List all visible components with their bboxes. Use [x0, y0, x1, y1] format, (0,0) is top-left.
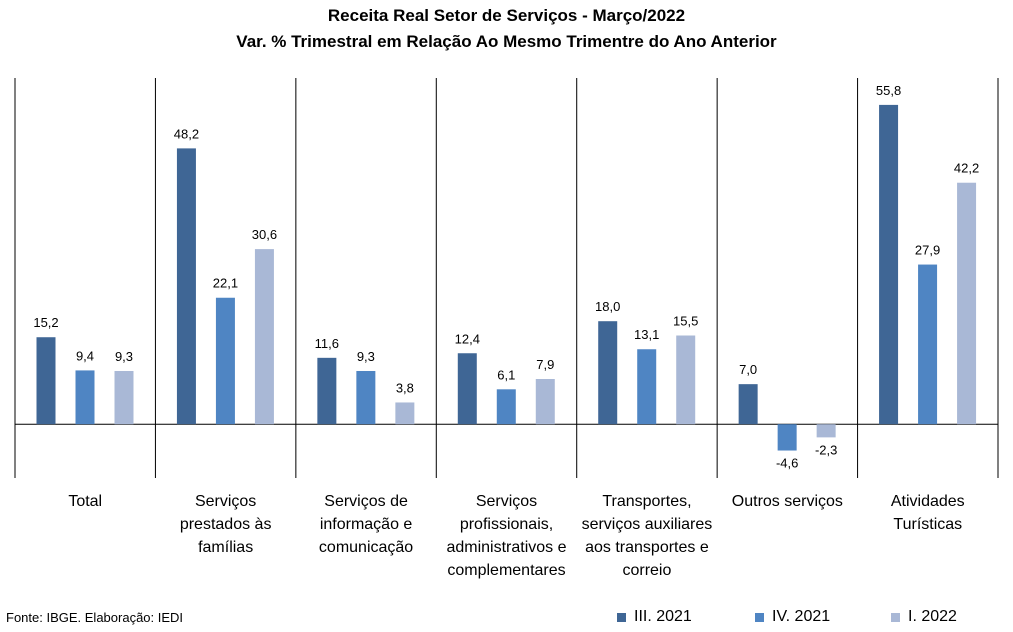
bar	[317, 357, 337, 425]
data-label: -4,6	[776, 456, 798, 471]
data-label: 6,1	[497, 367, 515, 382]
data-label: 12,4	[455, 331, 480, 346]
bar	[176, 148, 196, 425]
legend-swatch-iv-2021	[755, 612, 764, 622]
category-label: informação e	[320, 516, 413, 533]
chart-title: Receita Real Setor de Serviços - Março/2…	[327, 6, 686, 25]
category-label: Turísticas	[893, 516, 962, 533]
bar	[535, 379, 555, 425]
bar-chart: 15,2 9,4 9,3 Total 48,2 22,1 30,6 Serviços prest…	[14, 78, 999, 579]
bar	[738, 384, 758, 425]
legend-item-iii-2021: III. 2021	[617, 608, 692, 626]
legend-swatch-iii-2021	[617, 612, 626, 622]
bar	[918, 264, 938, 425]
data-label: 18,0	[595, 299, 620, 314]
data-label: 7,0	[739, 362, 757, 377]
bar	[637, 349, 657, 425]
data-label: 9,3	[357, 349, 375, 364]
bar	[356, 370, 376, 425]
bar	[395, 402, 415, 425]
bar	[957, 182, 977, 425]
category-label: Serviços de	[324, 493, 408, 510]
category-label: famílias	[198, 539, 253, 556]
category-label: serviços auxiliares	[582, 516, 713, 533]
source-note: Fonte: IBGE. Elaboração: IEDI	[6, 610, 184, 625]
data-label: -2,3	[815, 442, 837, 457]
data-label: 55,8	[876, 83, 901, 98]
bar	[598, 321, 618, 425]
category-label: Atividades	[891, 493, 965, 510]
data-label: 30,6	[252, 227, 277, 242]
bar	[879, 104, 899, 425]
category-label: administrativos e	[446, 539, 566, 556]
data-label: 15,5	[673, 314, 698, 329]
legend-item-iv-2021: IV. 2021	[755, 608, 830, 626]
data-label: 48,2	[174, 126, 199, 141]
bar	[75, 370, 95, 425]
category-label: Transportes,	[602, 493, 691, 510]
bar	[254, 249, 274, 425]
bar	[816, 424, 836, 438]
data-label: 9,3	[115, 349, 133, 364]
chart-subtitle: Var. % Trimestral em Relação Ao Mesmo Tr…	[236, 32, 777, 51]
category-label: Total	[68, 493, 102, 510]
data-label: 11,6	[315, 336, 339, 351]
data-label: 42,2	[954, 161, 979, 176]
legend-label-iv-2021: IV. 2021	[772, 608, 831, 625]
bar	[114, 370, 134, 425]
category-label: Outros serviços	[732, 493, 843, 510]
bar	[457, 353, 477, 425]
category-label: Serviços	[476, 493, 537, 510]
category-label: comunicação	[319, 539, 413, 556]
data-label: 15,2	[33, 315, 58, 330]
category-label: complementares	[447, 562, 565, 579]
legend-swatch-i-2022	[891, 612, 900, 622]
category-label: correio	[622, 562, 671, 579]
bar	[496, 389, 516, 425]
data-label: 27,9	[915, 243, 940, 258]
data-label: 22,1	[213, 276, 238, 291]
data-label: 13,1	[634, 327, 659, 342]
data-label: 3,8	[396, 380, 414, 395]
bar	[36, 337, 56, 425]
legend-label-i-2022: I. 2022	[908, 608, 957, 625]
legend-item-i-2022: I. 2022	[891, 608, 957, 626]
legend-label-iii-2021: III. 2021	[634, 608, 692, 625]
bar	[777, 424, 797, 451]
category-label: aos transportes e	[585, 539, 709, 556]
bar	[215, 297, 235, 425]
category-label: prestados às	[180, 516, 272, 533]
category-label: profissionais,	[460, 516, 553, 533]
bar	[676, 335, 696, 425]
data-label: 9,4	[76, 348, 94, 363]
data-label: 7,9	[536, 357, 554, 372]
category-label: Serviços	[195, 493, 256, 510]
